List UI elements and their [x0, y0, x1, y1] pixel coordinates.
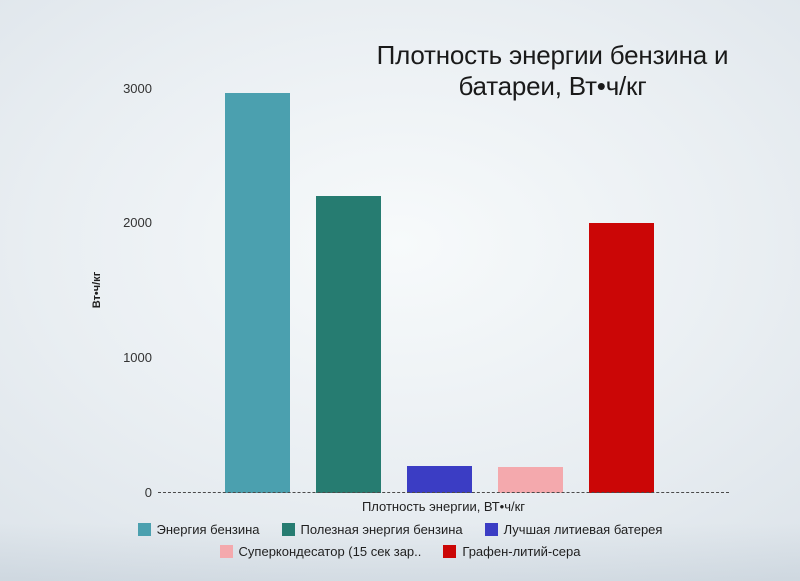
legend-label: Энергия бензина	[156, 521, 260, 537]
legend-item-5: Графен-литий-сера	[443, 542, 580, 560]
y-tick-3000: 3000	[123, 80, 152, 96]
y-tick-1000: 1000	[123, 350, 152, 366]
bar-2	[316, 196, 381, 493]
legend-item-2: Полезная энергия бензина	[281, 520, 463, 538]
legend-row-1: Энергия бензина Полезная энергия бензина Л…	[137, 520, 663, 538]
legend-label: Полезная энергия бензина	[300, 521, 463, 537]
x-axis-title: Плотность энергии, ВТ•ч/кг	[361, 499, 526, 514]
legend-swatch-icon	[281, 522, 295, 536]
legend-label: Суперкондесатор (15 сек зар..	[238, 543, 422, 559]
legend-item-4: Суперкондесатор (15 сек зар..	[219, 542, 422, 560]
legend-row-2: Суперкондесатор (15 сек зар.. Графен-лити…	[219, 542, 580, 560]
chart-title: Плотность энергии бензина и батареи, Вт•…	[376, 40, 729, 101]
y-tick-0: 0	[144, 485, 152, 500]
legend-label: Графен-литий-сера	[462, 543, 581, 559]
y-axis-title: Вт•ч/кг	[91, 271, 103, 309]
bar-5	[589, 223, 654, 493]
zero-baseline	[158, 492, 729, 493]
legend: Энергия бензина Полезная энергия бензина Л…	[0, 520, 800, 560]
legend-item-3: Лучшая литиевая батерея	[484, 520, 663, 538]
legend-swatch-icon	[219, 544, 233, 558]
bar-3	[407, 466, 472, 493]
legend-swatch-icon	[443, 544, 457, 558]
bar-1	[225, 92, 290, 493]
legend-swatch-icon	[137, 522, 151, 536]
legend-swatch-icon	[484, 522, 498, 536]
bar-4	[498, 467, 563, 493]
legend-item-1: Энергия бензина	[137, 520, 260, 538]
y-tick-2000: 2000	[123, 215, 152, 231]
legend-label: Лучшая литиевая батерея	[503, 521, 663, 537]
